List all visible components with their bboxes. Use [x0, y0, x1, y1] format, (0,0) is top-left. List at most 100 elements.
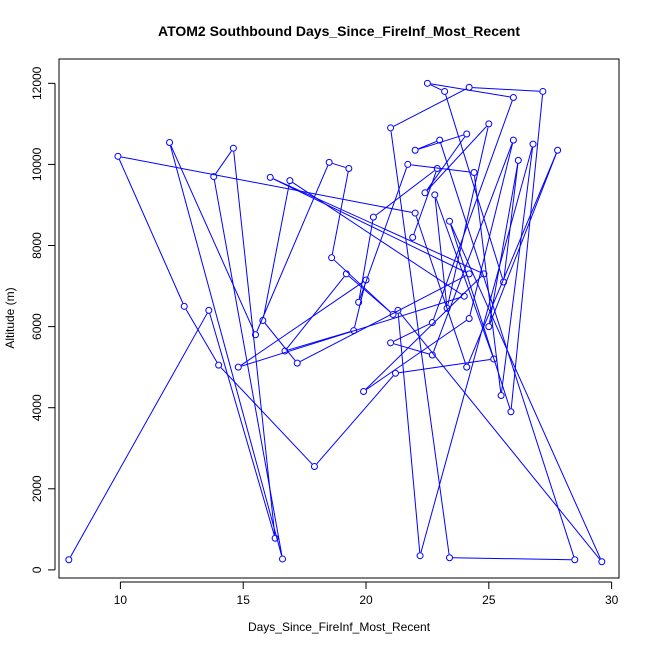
data-point — [598, 558, 606, 566]
x-tick-label: 20 — [359, 593, 373, 607]
data-point — [436, 136, 444, 144]
data-point — [114, 152, 122, 160]
series-line-segment — [358, 220, 374, 299]
data-point — [500, 278, 508, 286]
data-point — [310, 462, 318, 470]
series-line-segment — [435, 197, 494, 356]
series-line-segment — [121, 156, 412, 213]
data-point — [166, 139, 174, 147]
series-line-segment — [415, 216, 467, 364]
data-point — [387, 339, 395, 347]
data-point — [281, 347, 289, 355]
series-line-segment — [273, 178, 481, 273]
series-line-segment — [70, 313, 208, 557]
y-tick-label: 2000 — [30, 475, 44, 502]
data-point — [387, 124, 395, 132]
y-tick-label: 8000 — [30, 232, 44, 259]
series-line-segment — [469, 143, 514, 316]
data-point — [394, 306, 402, 314]
series-line-segment — [433, 143, 513, 352]
series-line-segment — [209, 313, 275, 536]
series-line-segment — [264, 322, 296, 361]
data-point — [411, 146, 419, 154]
series-line-segment — [420, 147, 533, 553]
series-line-segment — [316, 375, 394, 465]
data-point — [279, 555, 287, 563]
series-line-segment — [433, 100, 513, 320]
x-axis: 10 15 20 25 30 — [114, 581, 619, 607]
series-line-segment — [365, 275, 482, 390]
data-point — [229, 144, 237, 152]
series-line-segment — [348, 275, 391, 313]
data-point — [369, 213, 377, 221]
data-point — [554, 146, 562, 154]
data-point — [490, 355, 498, 363]
series-line-segment — [445, 94, 504, 279]
series-line-segment — [256, 165, 329, 332]
data-point — [529, 140, 537, 148]
data-point — [391, 369, 399, 377]
series-line-segment — [292, 182, 462, 295]
data-point — [416, 552, 424, 560]
series-line-segment — [393, 323, 430, 342]
x-tick-label: 30 — [605, 593, 619, 607]
series-line-segment — [426, 126, 487, 191]
data-point — [571, 556, 579, 564]
data-point — [509, 94, 517, 102]
series-line-segment — [332, 162, 346, 168]
data-point — [480, 270, 488, 278]
data-point — [443, 304, 451, 312]
series-line-segment — [240, 281, 364, 366]
data-point — [328, 254, 336, 262]
data-point — [465, 315, 473, 322]
data-point — [441, 87, 449, 95]
data-point — [210, 173, 218, 181]
series-line-segment — [450, 224, 511, 409]
plot-area — [65, 79, 606, 566]
series-line-segment — [169, 145, 283, 556]
data-point — [514, 156, 522, 164]
data-point — [428, 319, 436, 327]
data-point — [360, 387, 368, 395]
series-line-segment — [213, 179, 283, 556]
x-tick-label: 25 — [482, 593, 496, 607]
data-point — [485, 323, 493, 331]
data-point — [355, 298, 363, 306]
data-point — [259, 317, 267, 325]
data-point — [411, 209, 419, 217]
series-line-segment — [185, 309, 218, 363]
data-point — [470, 169, 478, 177]
data-point — [421, 189, 429, 197]
series-line-segment — [418, 134, 464, 150]
y-tick-label: 10000 — [30, 147, 44, 181]
data-point — [423, 79, 431, 87]
y-tick-label: 4000 — [30, 394, 44, 421]
series-line-segment — [397, 313, 421, 553]
data-point — [446, 554, 454, 562]
x-tick-label: 10 — [114, 593, 128, 607]
data-point — [433, 164, 441, 172]
data-point — [325, 158, 333, 166]
series-line-segment — [118, 159, 184, 304]
y-tick-label: 6000 — [30, 313, 44, 340]
data-point — [463, 363, 471, 371]
series-line-segment — [411, 164, 471, 173]
data-point — [271, 534, 279, 542]
y-tick-label: 12000 — [30, 66, 44, 100]
y-axis: 0 2000 4000 6000 8000 10000 12000 — [30, 66, 56, 573]
series-line-segment — [393, 343, 430, 355]
data-point — [446, 217, 454, 225]
data-point — [389, 310, 397, 318]
data-point — [215, 361, 223, 369]
series-line-segment — [273, 178, 467, 273]
series-line-segment — [503, 163, 519, 279]
series-line-segment — [300, 275, 467, 362]
series-line-segment — [170, 145, 255, 332]
series-line-segment — [393, 88, 467, 127]
series-line-segment — [233, 151, 276, 535]
series-line-segment — [263, 183, 290, 318]
series-line-segment — [447, 127, 489, 306]
data-point — [463, 130, 471, 138]
series-line-segment — [501, 147, 534, 393]
